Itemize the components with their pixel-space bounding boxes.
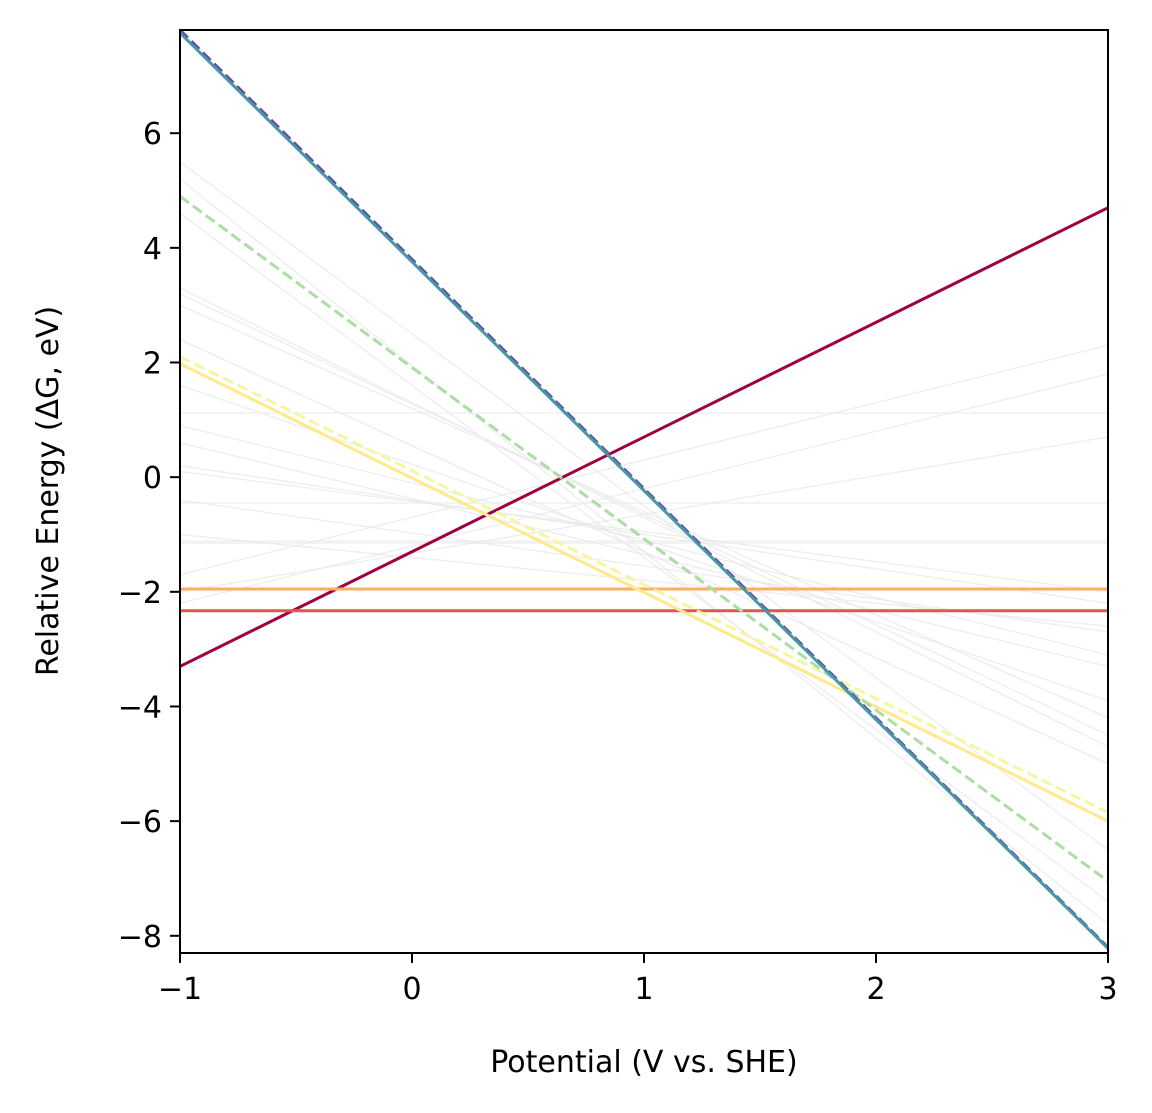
x-axis-ticks: −1 0 1 2 3 [158,953,1118,1007]
series-line-8 [180,31,1108,950]
background-series-line [180,436,1108,593]
x-axis-label: Potential (V vs. SHE) [490,1045,797,1080]
y-axis-label: Relative Energy (ΔG, eV) [31,306,66,676]
background-series-line [180,304,1108,719]
series-line-7 [180,30,1108,949]
y-tick-label: −4 [118,690,162,725]
y-tick-label: −2 [118,576,162,611]
series-line-6 [180,195,1108,883]
background-series-line [180,212,1108,902]
y-tick-label: −6 [118,805,162,840]
series-line-4 [180,362,1108,823]
background-series-line [180,465,1108,604]
y-tick-label: 0 [143,461,162,496]
y-tick-label: 4 [143,232,162,267]
y-tick-label: 2 [143,347,162,382]
series-line-5 [180,355,1108,814]
x-tick-label: 0 [402,972,421,1007]
x-tick-label: −1 [158,972,202,1007]
background-series-line [180,470,1108,593]
y-tick-label: 6 [143,117,162,152]
series-group [180,30,1108,950]
y-tick-label: −8 [118,920,162,955]
background-series-line [180,339,1108,765]
background-series-line [180,442,1108,668]
y-axis-ticks: −8 −6 −4 −2 0 2 4 6 [118,117,180,955]
x-tick-label: 3 [1098,972,1117,1007]
background-series-line [180,287,1108,748]
background-series-line [180,344,1108,576]
background-series-line [180,161,1108,851]
x-tick-label: 1 [634,972,653,1007]
x-tick-label: 2 [866,972,885,1007]
